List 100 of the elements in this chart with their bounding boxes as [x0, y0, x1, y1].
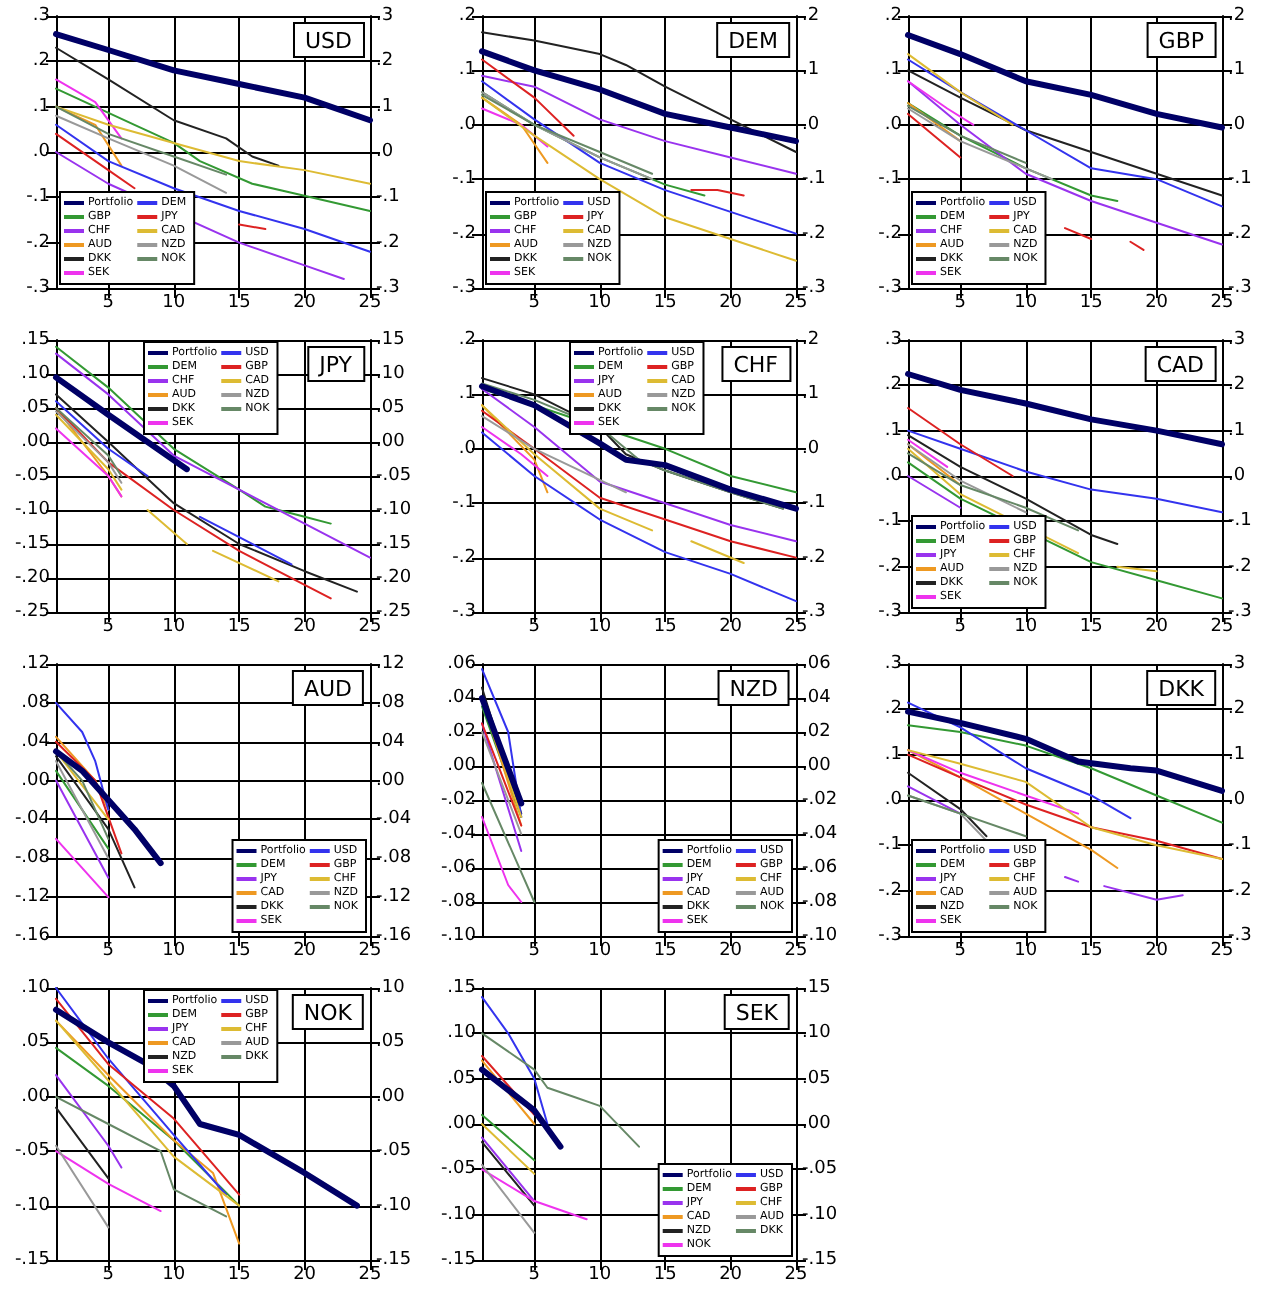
y-tick-label: .05: [21, 1032, 50, 1053]
y2-tick-label: .1: [802, 384, 820, 405]
y-tick-label: .04: [447, 688, 477, 708]
x-tick-label: 25: [1210, 617, 1234, 637]
y2-tick-label: .1: [1228, 60, 1246, 81]
y-tick-label: .06: [447, 654, 477, 674]
x-tick-label: 15: [227, 941, 251, 961]
y2-tick-label: .10: [376, 978, 406, 998]
x-tick-label: 15: [653, 941, 677, 961]
y2-tick-label: .2: [1228, 375, 1246, 396]
y2-tick-label: .05: [802, 1068, 831, 1089]
y2-tick-label: .2: [1228, 699, 1246, 720]
y2-tick-label: .05: [376, 1032, 405, 1053]
x-tick-label: 15: [227, 293, 251, 313]
x-tick-label: 5: [528, 617, 541, 637]
x-tick-label: 25: [358, 617, 382, 637]
x-tick-label: 10: [1014, 941, 1038, 961]
text: SEK: [735, 1000, 780, 1026]
x-tick-label: 15: [1079, 941, 1103, 961]
y-tick-label: .1: [884, 420, 902, 441]
y-tick-label: .00: [21, 770, 51, 791]
x-tick-label: 10: [588, 1265, 612, 1285]
y2-tick-label: .04: [376, 731, 406, 752]
y-tick-label: -.04: [440, 824, 477, 844]
y2-tick-label: .1: [1228, 420, 1246, 441]
y2-tick-label: -.3: [1228, 278, 1252, 298]
x-tick-label: 20: [293, 617, 317, 637]
x-tick-label: 25: [1210, 941, 1234, 961]
x-tick-label: 10: [588, 293, 612, 313]
y2-tick-label: .0: [1228, 790, 1246, 810]
x-tick-label: 25: [358, 1265, 382, 1285]
y2-tick-label: -.10: [376, 1195, 412, 1216]
y2-tick-label: -.15: [802, 1250, 838, 1270]
y-tick-label: .1: [884, 744, 902, 765]
y-tick-label: .1: [458, 384, 476, 405]
y-tick-label: .1: [884, 60, 902, 81]
y2-tick-label: .08: [376, 692, 406, 713]
y-tick-label: -.12: [14, 887, 50, 908]
y-tick-label: .2: [884, 6, 902, 26]
x-tick-label: 20: [719, 1265, 743, 1285]
y-tick-label: -.05: [14, 466, 50, 486]
x-tick-label: 20: [293, 1265, 317, 1285]
y2-tick-label: -.08: [376, 848, 412, 869]
y2-tick-label: -.25: [376, 602, 412, 622]
x-tick-label: 5: [102, 293, 115, 313]
y-tick-label: -.05: [440, 1159, 476, 1180]
y2-tick-label: -.10: [376, 500, 412, 520]
x-tick-label: 5: [954, 293, 967, 313]
y2-tick-label: -.3: [1228, 926, 1252, 946]
y2-tick-label: .2: [1228, 6, 1246, 26]
x-tick-label: 10: [162, 617, 186, 637]
y2-tick-label: .2: [802, 330, 820, 350]
y2-tick-label: -.08: [802, 892, 838, 912]
y2-tick-label: .10: [802, 1023, 832, 1044]
y2-tick-label: -.3: [802, 602, 826, 622]
y-tick-label: -.10: [14, 500, 51, 520]
y2-tick-label: .2: [802, 6, 820, 26]
x-tick-label: 25: [1210, 293, 1234, 313]
y-tick-label: -.1: [452, 493, 476, 514]
y-tick-label: -.20: [14, 568, 51, 588]
y-tick-label: -.2: [878, 880, 902, 901]
y-tick-label: .00: [447, 756, 477, 776]
x-tick-label: 15: [1079, 617, 1103, 637]
text: GBP: [1158, 28, 1205, 54]
y-tick-label: -.1: [878, 511, 902, 532]
y-tick-label: -.05: [14, 1141, 50, 1162]
y2-tick-label: -.15: [376, 1250, 412, 1270]
x-tick-label: 10: [588, 617, 612, 637]
y-tick-label: .08: [21, 692, 51, 713]
x-tick-label: 10: [162, 293, 186, 313]
y2-tick-label: .06: [802, 654, 832, 674]
y2-tick-label: -.05: [376, 1141, 412, 1162]
text: NZD: [729, 676, 778, 702]
x-tick-label: 5: [102, 617, 115, 637]
y2-tick-label: .0: [1228, 114, 1246, 135]
y2-tick-label: .00: [802, 756, 832, 776]
x-tick-label: 5: [528, 1265, 541, 1285]
y-tick-label: .2: [884, 699, 902, 720]
x-tick-label: 15: [1079, 293, 1103, 313]
x-tick-label: 20: [719, 617, 743, 637]
x-tick-label: 20: [719, 293, 743, 313]
y2-tick-label: -.04: [376, 809, 412, 830]
x-tick-label: 15: [653, 617, 677, 637]
y2-tick-label: -.10: [802, 1204, 838, 1225]
y2-tick-label: -.12: [376, 887, 412, 908]
y-tick-label: -.10: [440, 926, 477, 946]
y-tick-label: -.02: [440, 790, 476, 810]
y2-tick-label: .0: [376, 142, 394, 162]
text: NOK: [303, 1000, 354, 1026]
y-tick-label: .00: [21, 1086, 51, 1107]
y-tick-label: -.25: [14, 602, 50, 622]
y-tick-label: .00: [21, 432, 51, 452]
y2-tick-label: -.3: [1228, 602, 1252, 622]
y-tick-label: .2: [884, 375, 902, 396]
y2-tick-label: -.05: [802, 1159, 838, 1180]
y2-tick-label: .00: [376, 770, 406, 791]
y2-tick-label: -.06: [802, 858, 838, 878]
y-tick-label: .00: [447, 1114, 477, 1134]
y-tick-label: -.08: [14, 848, 51, 869]
y-tick-label: -.1: [26, 187, 50, 208]
